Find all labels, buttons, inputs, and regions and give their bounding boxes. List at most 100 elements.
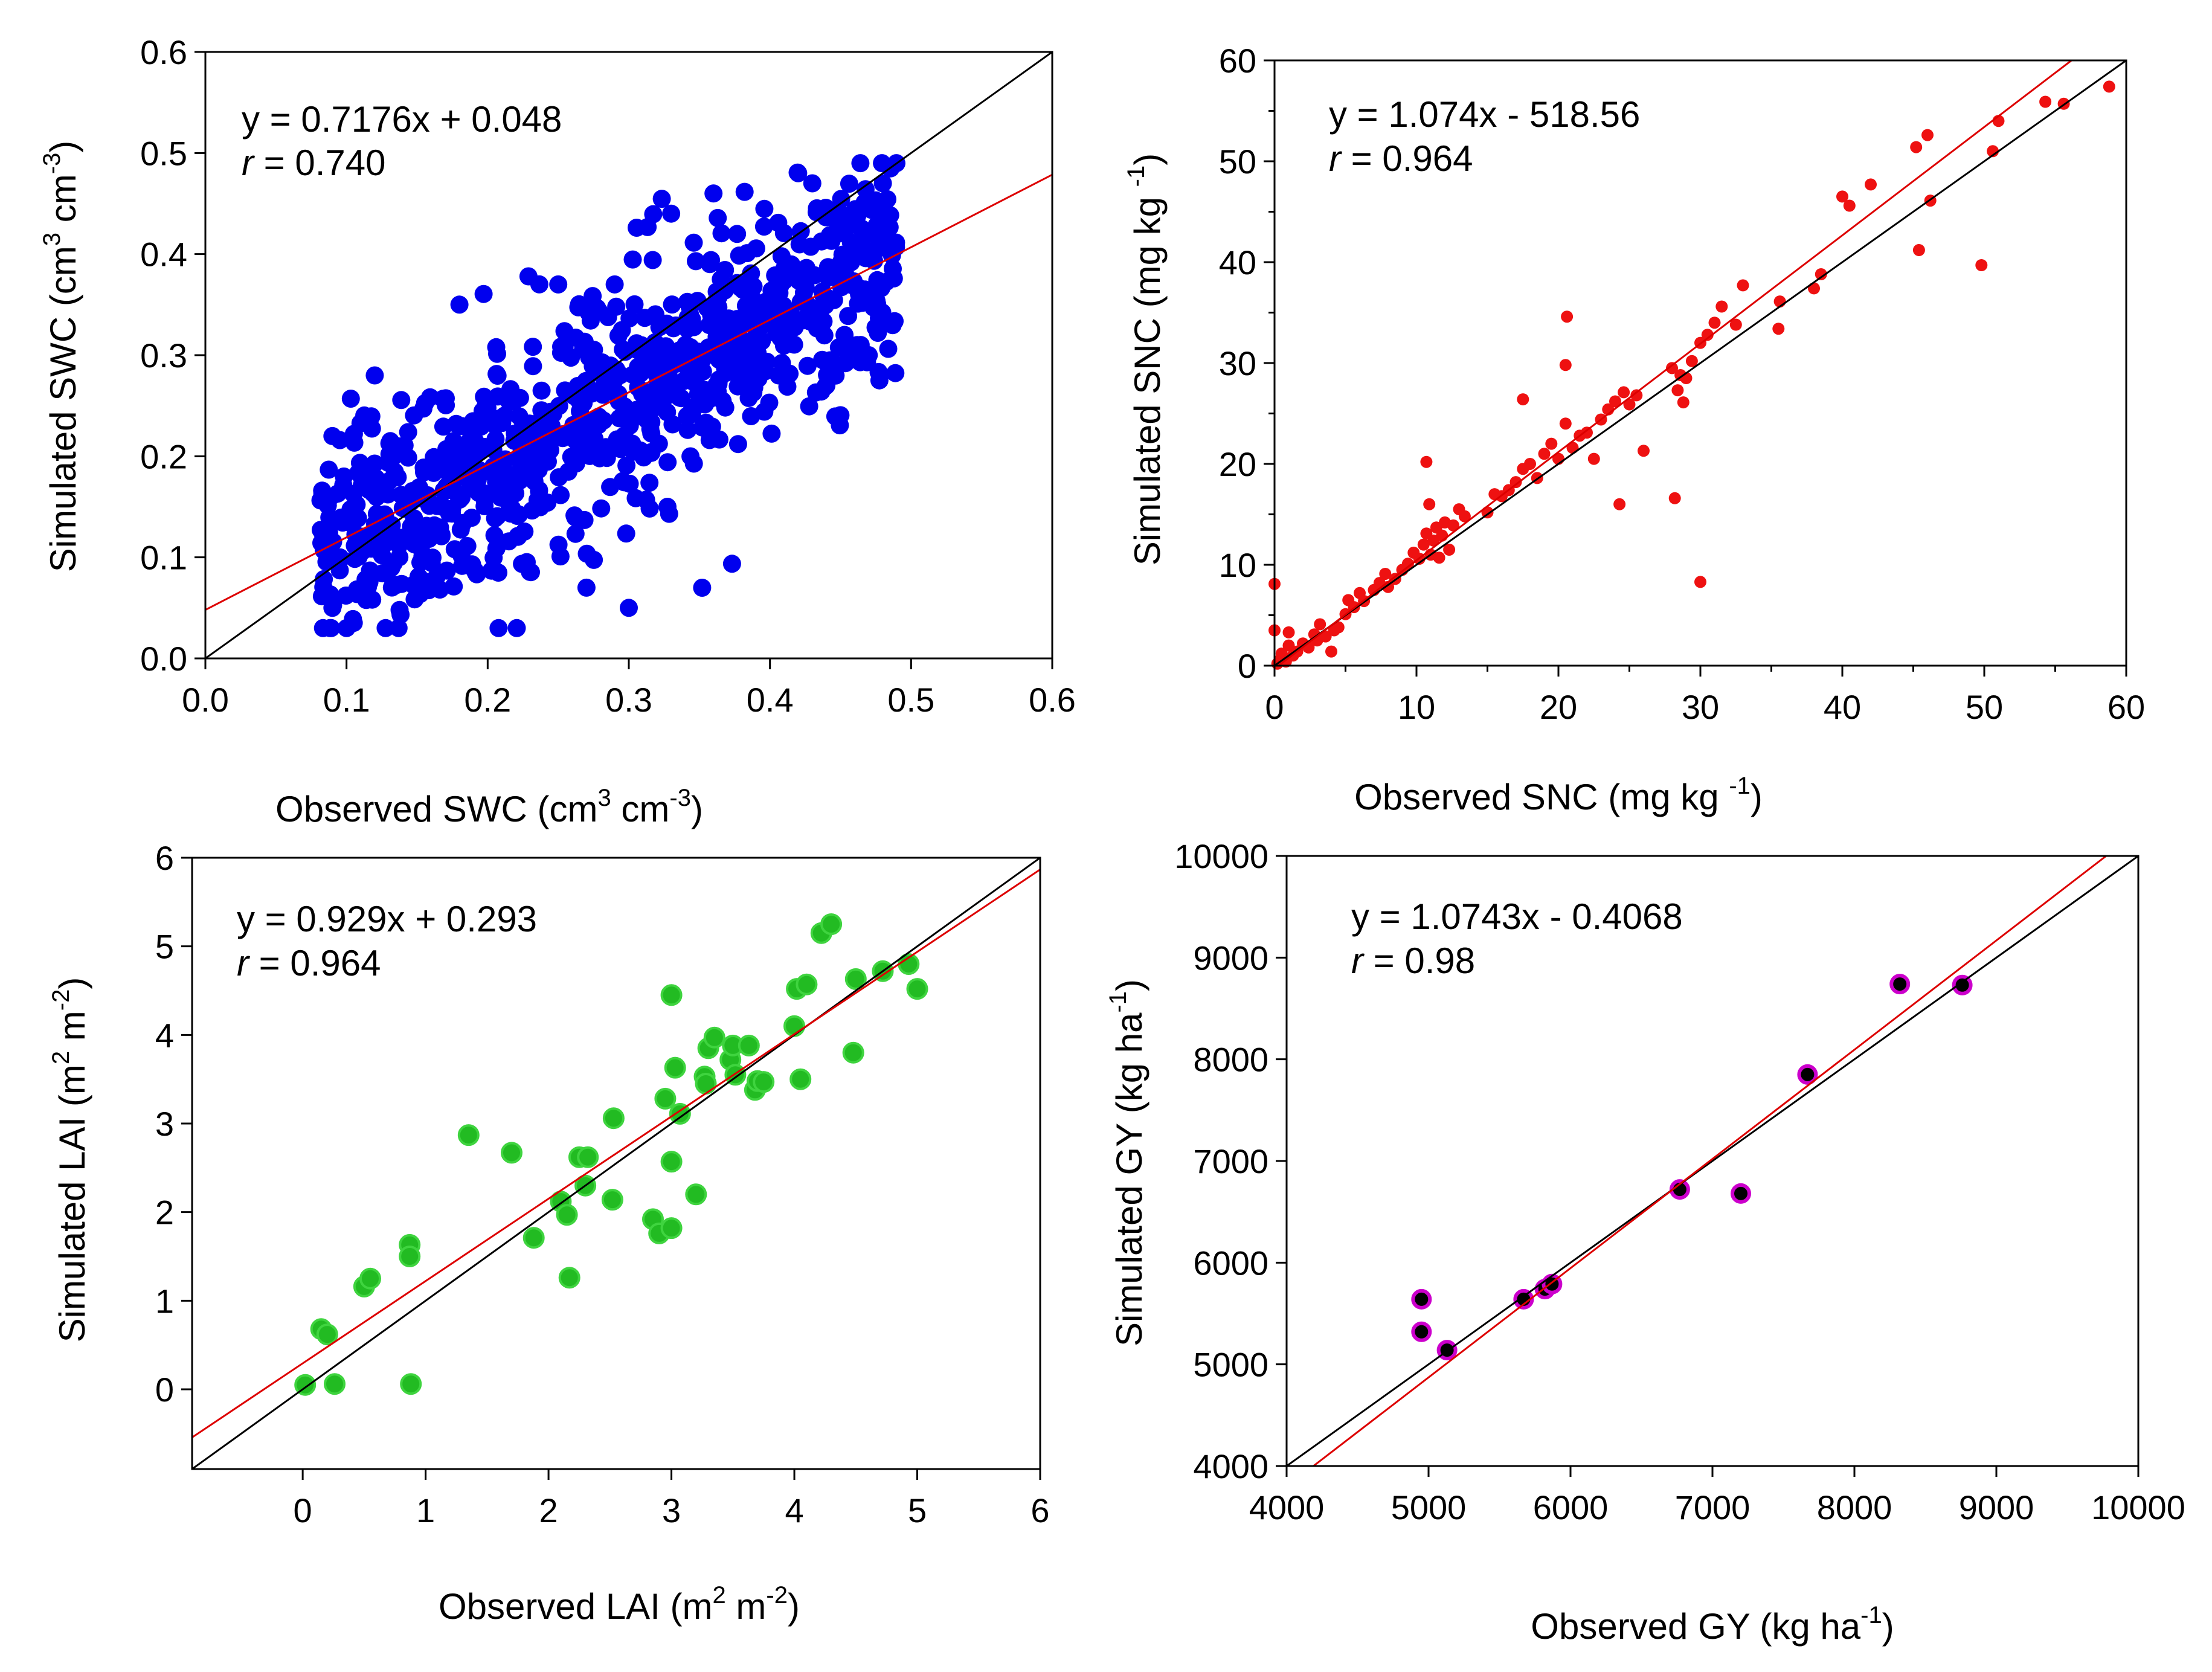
data-point (530, 482, 548, 501)
x-axis-label: Observed SWC (cm3 cm-3) (275, 785, 703, 829)
data-point (884, 269, 903, 288)
data-point (749, 369, 768, 388)
data-point (796, 973, 818, 995)
data-point (738, 244, 756, 263)
x-tick-label: 40 (1824, 688, 1861, 726)
data-point (1613, 498, 1626, 510)
data-point (365, 454, 384, 473)
x-tick-label: 20 (1540, 688, 1577, 726)
data-point (803, 308, 822, 327)
data-point (532, 381, 551, 400)
data-point (1587, 452, 1600, 465)
data-point (1677, 396, 1690, 409)
data-point (388, 468, 407, 487)
data-point (1843, 199, 1856, 212)
data-point (1797, 1064, 1818, 1085)
data-point (1912, 244, 1925, 256)
data-point (1332, 621, 1345, 634)
x-tick-label: 50 (1966, 688, 2003, 726)
data-point (660, 1151, 683, 1173)
y-tick-label: 0.0 (140, 640, 187, 678)
data-point (405, 406, 423, 425)
data-point (570, 295, 588, 314)
data-point (1708, 317, 1721, 329)
data-point (1729, 318, 1742, 331)
equation-label: y = 1.0743x - 0.4068 (1351, 896, 1683, 937)
y-axis-label: Simulated SNC (mg kg -1) (1123, 153, 1168, 565)
y-tick-label: 6 (155, 839, 174, 877)
data-point (445, 577, 463, 596)
data-point (717, 364, 736, 382)
data-point (664, 1056, 686, 1079)
data-point (410, 519, 429, 538)
data-point (1772, 323, 1785, 335)
data-point (1910, 141, 1923, 153)
data-point (872, 278, 890, 297)
data-point (1836, 190, 1848, 203)
data-point (851, 154, 870, 173)
regression-line (205, 173, 1052, 611)
data-point (313, 619, 332, 637)
data-point (710, 430, 728, 449)
data-point (451, 520, 470, 539)
y-tick-label: 0.2 (140, 437, 187, 475)
data-point (1401, 558, 1414, 570)
r-value: = 0.98 (1363, 940, 1475, 981)
r-value: = 0.740 (254, 143, 386, 183)
data-point (762, 424, 781, 443)
y-tick-label: 0 (1238, 647, 1256, 685)
x-tick-label: 0.5 (887, 681, 934, 719)
data-point (1513, 1288, 1534, 1310)
y-tick-label: 6000 (1193, 1244, 1268, 1282)
data-point (1685, 355, 1698, 367)
points (1411, 974, 1973, 1361)
data-point (684, 233, 703, 252)
data-point (839, 307, 858, 326)
equation-label: y = 1.074x - 518.56 (1329, 94, 1640, 135)
data-point (316, 1323, 338, 1346)
one-to-one-line (1275, 60, 2126, 666)
data-point (742, 407, 760, 425)
data-point (658, 403, 677, 422)
x-tick-label: 2 (539, 1491, 558, 1529)
data-point (486, 509, 504, 528)
data-point (760, 393, 779, 412)
data-point (410, 478, 428, 497)
data-point (400, 1373, 422, 1395)
data-point (754, 217, 773, 236)
data-point (320, 460, 338, 479)
data-point (1411, 1288, 1432, 1310)
data-point (577, 442, 596, 461)
data-point (324, 1373, 346, 1395)
data-point (1694, 576, 1706, 588)
data-point (357, 591, 376, 609)
data-point (1638, 445, 1650, 457)
data-point (463, 443, 481, 461)
data-point (769, 213, 788, 232)
data-point (658, 453, 677, 472)
data-point (660, 984, 683, 1006)
data-point (742, 264, 760, 283)
data-point (662, 204, 681, 223)
x-tick-label: 0.6 (1029, 681, 1076, 719)
data-point (620, 599, 638, 617)
data-point (744, 290, 762, 309)
data-point (1458, 510, 1471, 522)
data-point (506, 484, 525, 503)
data-point (678, 420, 697, 439)
data-point (450, 295, 469, 314)
panel-lai-scatter: y = 0.929x + 0.293 r = 0.964 Observed LA… (48, 839, 1050, 1627)
data-point (789, 164, 808, 182)
data-point (1630, 389, 1643, 402)
data-point (842, 1041, 864, 1064)
data-point (493, 414, 512, 432)
data-point (516, 440, 535, 459)
data-point (789, 1068, 812, 1090)
data-point (728, 225, 747, 243)
data-point (609, 326, 628, 345)
y-tick-label: 0.5 (140, 134, 187, 172)
data-point (634, 448, 653, 467)
data-point (697, 413, 715, 432)
data-point (399, 1246, 421, 1267)
x-tick-label: 10 (1398, 688, 1435, 726)
